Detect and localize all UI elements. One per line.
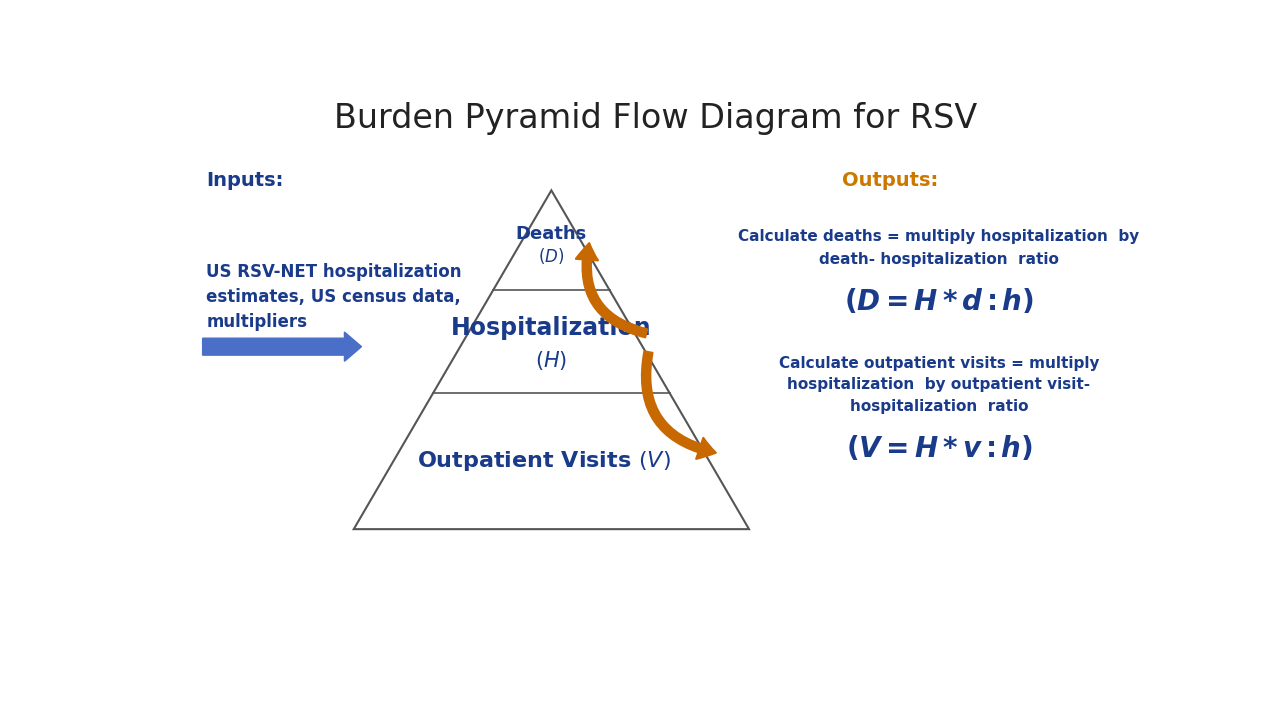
- Text: $\mathit{(D)}$: $\mathit{(D)}$: [538, 246, 564, 266]
- Text: Hospitalization: Hospitalization: [451, 316, 652, 340]
- FancyArrowPatch shape: [641, 351, 716, 459]
- Text: Calculate outpatient visits = multiply: Calculate outpatient visits = multiply: [778, 356, 1100, 371]
- FancyArrowPatch shape: [576, 243, 648, 338]
- Text: death- hospitalization  ratio: death- hospitalization ratio: [819, 252, 1059, 267]
- Text: hospitalization  ratio: hospitalization ratio: [850, 399, 1028, 414]
- Text: Outpatient Visits $\mathit{(V)}$: Outpatient Visits $\mathit{(V)}$: [417, 449, 671, 473]
- Text: $\boldsymbol{(V= H * v: h)}$: $\boldsymbol{(V= H * v: h)}$: [846, 434, 1032, 464]
- Text: Inputs:: Inputs:: [206, 171, 284, 190]
- Text: hospitalization  by outpatient visit-: hospitalization by outpatient visit-: [787, 377, 1091, 392]
- Text: Deaths: Deaths: [516, 225, 588, 243]
- Text: Outputs:: Outputs:: [842, 171, 938, 190]
- Text: Burden Pyramid Flow Diagram for RSV: Burden Pyramid Flow Diagram for RSV: [334, 102, 978, 135]
- Text: Calculate deaths = multiply hospitalization  by: Calculate deaths = multiply hospitalizat…: [739, 229, 1139, 244]
- Text: $\mathit{(H)}$: $\mathit{(H)}$: [535, 349, 567, 372]
- FancyArrow shape: [202, 332, 361, 361]
- Text: US RSV-NET hospitalization
estimates, US census data,
multipliers: US RSV-NET hospitalization estimates, US…: [206, 264, 462, 331]
- Text: $\boldsymbol{(D = H * d: h)}$: $\boldsymbol{(D = H * d: h)}$: [844, 287, 1034, 315]
